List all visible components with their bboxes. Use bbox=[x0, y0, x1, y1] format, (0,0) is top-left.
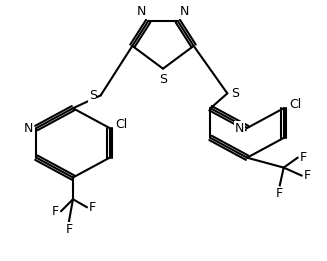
Text: F: F bbox=[276, 187, 283, 200]
Text: S: S bbox=[89, 89, 97, 102]
Text: N: N bbox=[24, 122, 33, 134]
Text: N: N bbox=[235, 122, 244, 134]
Text: N: N bbox=[180, 5, 189, 18]
Text: Cl: Cl bbox=[115, 117, 128, 130]
Text: F: F bbox=[65, 223, 73, 236]
Text: F: F bbox=[303, 169, 311, 182]
Text: F: F bbox=[300, 151, 307, 164]
Text: S: S bbox=[159, 73, 167, 86]
Text: S: S bbox=[231, 87, 239, 100]
Text: F: F bbox=[52, 205, 59, 218]
Text: Cl: Cl bbox=[290, 98, 302, 111]
Text: N: N bbox=[137, 5, 146, 18]
Text: F: F bbox=[89, 201, 96, 214]
